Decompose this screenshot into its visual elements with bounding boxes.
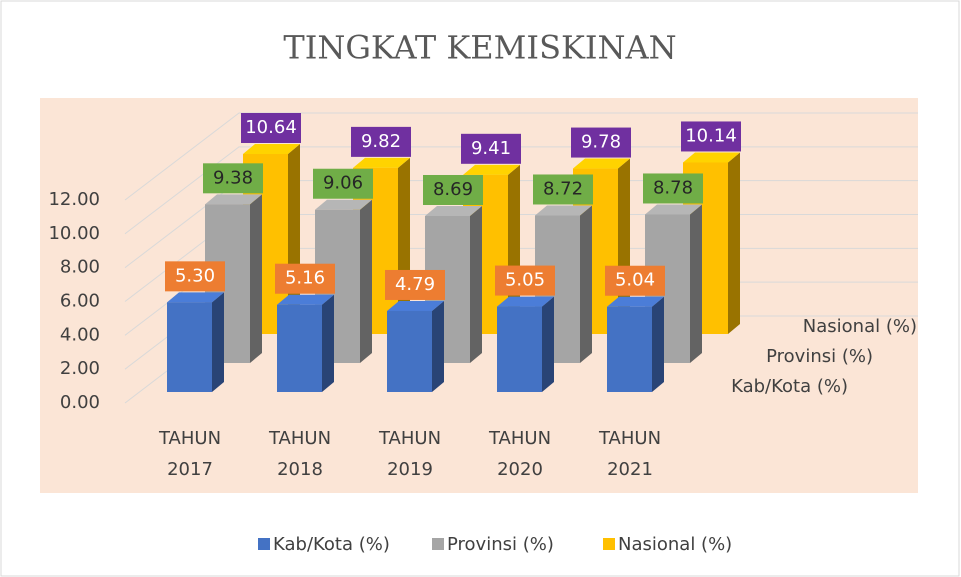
data-label-box [643, 173, 703, 204]
data-label: 8.72 [543, 178, 583, 199]
data-label-box [385, 269, 445, 300]
bar-side [690, 204, 702, 363]
bar-front [607, 306, 652, 392]
x-tick-label: TAHUN 2021 [598, 428, 662, 480]
y-tick-label: 4.00 [60, 324, 100, 345]
y-tick-label: 0.00 [60, 392, 100, 413]
bar-side [432, 300, 444, 392]
bar-side [470, 205, 482, 363]
data-label: 8.69 [433, 179, 473, 200]
y-tick-label: 8.00 [60, 257, 100, 278]
data-label: 4.79 [395, 274, 435, 295]
bar-side [360, 199, 372, 363]
depth-axis-label: Kab/Kota (%) [731, 376, 848, 397]
data-label: 5.16 [285, 268, 325, 289]
bar-side [322, 294, 334, 392]
legend-label: Nasional (%) [618, 534, 732, 555]
bar-top [387, 300, 444, 311]
bar-side [250, 194, 262, 363]
data-label-box [681, 121, 741, 152]
legend-swatch [258, 538, 270, 550]
legend-label: Provinsi (%) [447, 534, 554, 555]
data-label: 9.38 [213, 167, 253, 188]
data-label-box [461, 133, 521, 164]
bar [387, 300, 444, 392]
x-tick-label: TAHUN 2017 [158, 428, 222, 480]
data-label: 9.82 [361, 131, 401, 152]
bar-side [542, 296, 554, 392]
bar-front [167, 302, 212, 392]
y-tick-label: 10.00 [48, 223, 100, 244]
data-label-box [275, 263, 335, 294]
data-label: 5.30 [175, 265, 215, 286]
bar-top [243, 144, 300, 155]
data-label-box [571, 127, 631, 158]
bar-side [652, 296, 664, 392]
bar-top [573, 158, 630, 169]
bar-top [497, 296, 554, 307]
bar [607, 296, 664, 392]
data-label: 9.41 [471, 138, 511, 159]
bar-top [607, 296, 664, 307]
bar-top [645, 204, 702, 215]
data-label-box [423, 174, 483, 205]
bar-top [425, 205, 482, 216]
y-tick-label: 12.00 [48, 189, 100, 210]
depth-axis-label: Nasional (%) [803, 316, 917, 337]
data-label: 9.06 [323, 173, 363, 194]
bar-top [683, 152, 740, 163]
data-label: 10.64 [245, 117, 297, 138]
legend-swatch [603, 538, 615, 550]
grid-line [124, 112, 918, 201]
data-label: 5.05 [505, 270, 545, 291]
x-tick-label: TAHUN 2020 [488, 428, 552, 480]
data-label-box [165, 261, 225, 292]
bar-side [580, 205, 592, 363]
data-label: 9.78 [581, 132, 621, 153]
legend-swatch [432, 538, 444, 550]
bar-top [535, 205, 592, 216]
bar-front [497, 306, 542, 392]
legend-label: Kab/Kota (%) [273, 534, 390, 555]
bar-top [463, 164, 520, 175]
depth-axis-label: Provinsi (%) [766, 346, 873, 367]
bar-front [277, 304, 322, 392]
bar [167, 292, 224, 392]
x-tick-label: TAHUN 2018 [268, 428, 332, 480]
bar-top [315, 199, 372, 210]
data-label-box [605, 265, 665, 296]
data-label: 5.04 [615, 270, 655, 291]
data-label-box [533, 174, 593, 205]
bar-top [353, 157, 410, 168]
data-label-box [495, 265, 555, 296]
data-label: 10.14 [685, 125, 737, 146]
bar [277, 294, 334, 392]
bar-top [277, 294, 334, 305]
data-label: 8.78 [653, 177, 693, 198]
bar [497, 296, 554, 392]
bar-top [205, 194, 262, 205]
x-tick-label: TAHUN 2019 [378, 428, 442, 480]
y-tick-label: 6.00 [60, 291, 100, 312]
data-label-box [351, 126, 411, 157]
bar-side [728, 152, 740, 334]
bar-front [387, 310, 432, 392]
data-label-box [241, 113, 301, 144]
chart-title: TINGKAT KEMISKINAN [283, 29, 676, 67]
bar-top [167, 292, 224, 303]
y-tick-label: 2.00 [60, 358, 100, 379]
data-label-box [313, 168, 373, 199]
data-label-box [203, 163, 263, 194]
bar-side [212, 292, 224, 392]
